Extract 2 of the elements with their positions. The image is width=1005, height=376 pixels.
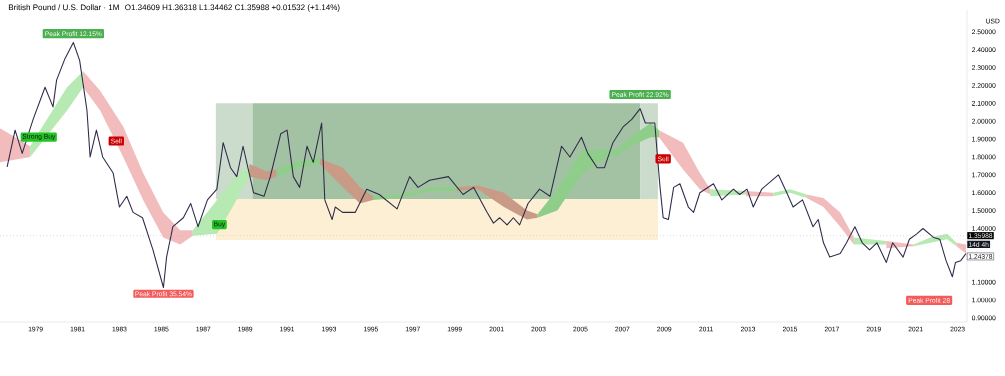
chart-subtitle: O1.34609 H1.36318 L1.34462 C1.35988 +0.01532 (+1.14%) bbox=[125, 4, 340, 12]
chart-title: British Pound / U.S. Dollar · 1M bbox=[8, 4, 119, 11]
